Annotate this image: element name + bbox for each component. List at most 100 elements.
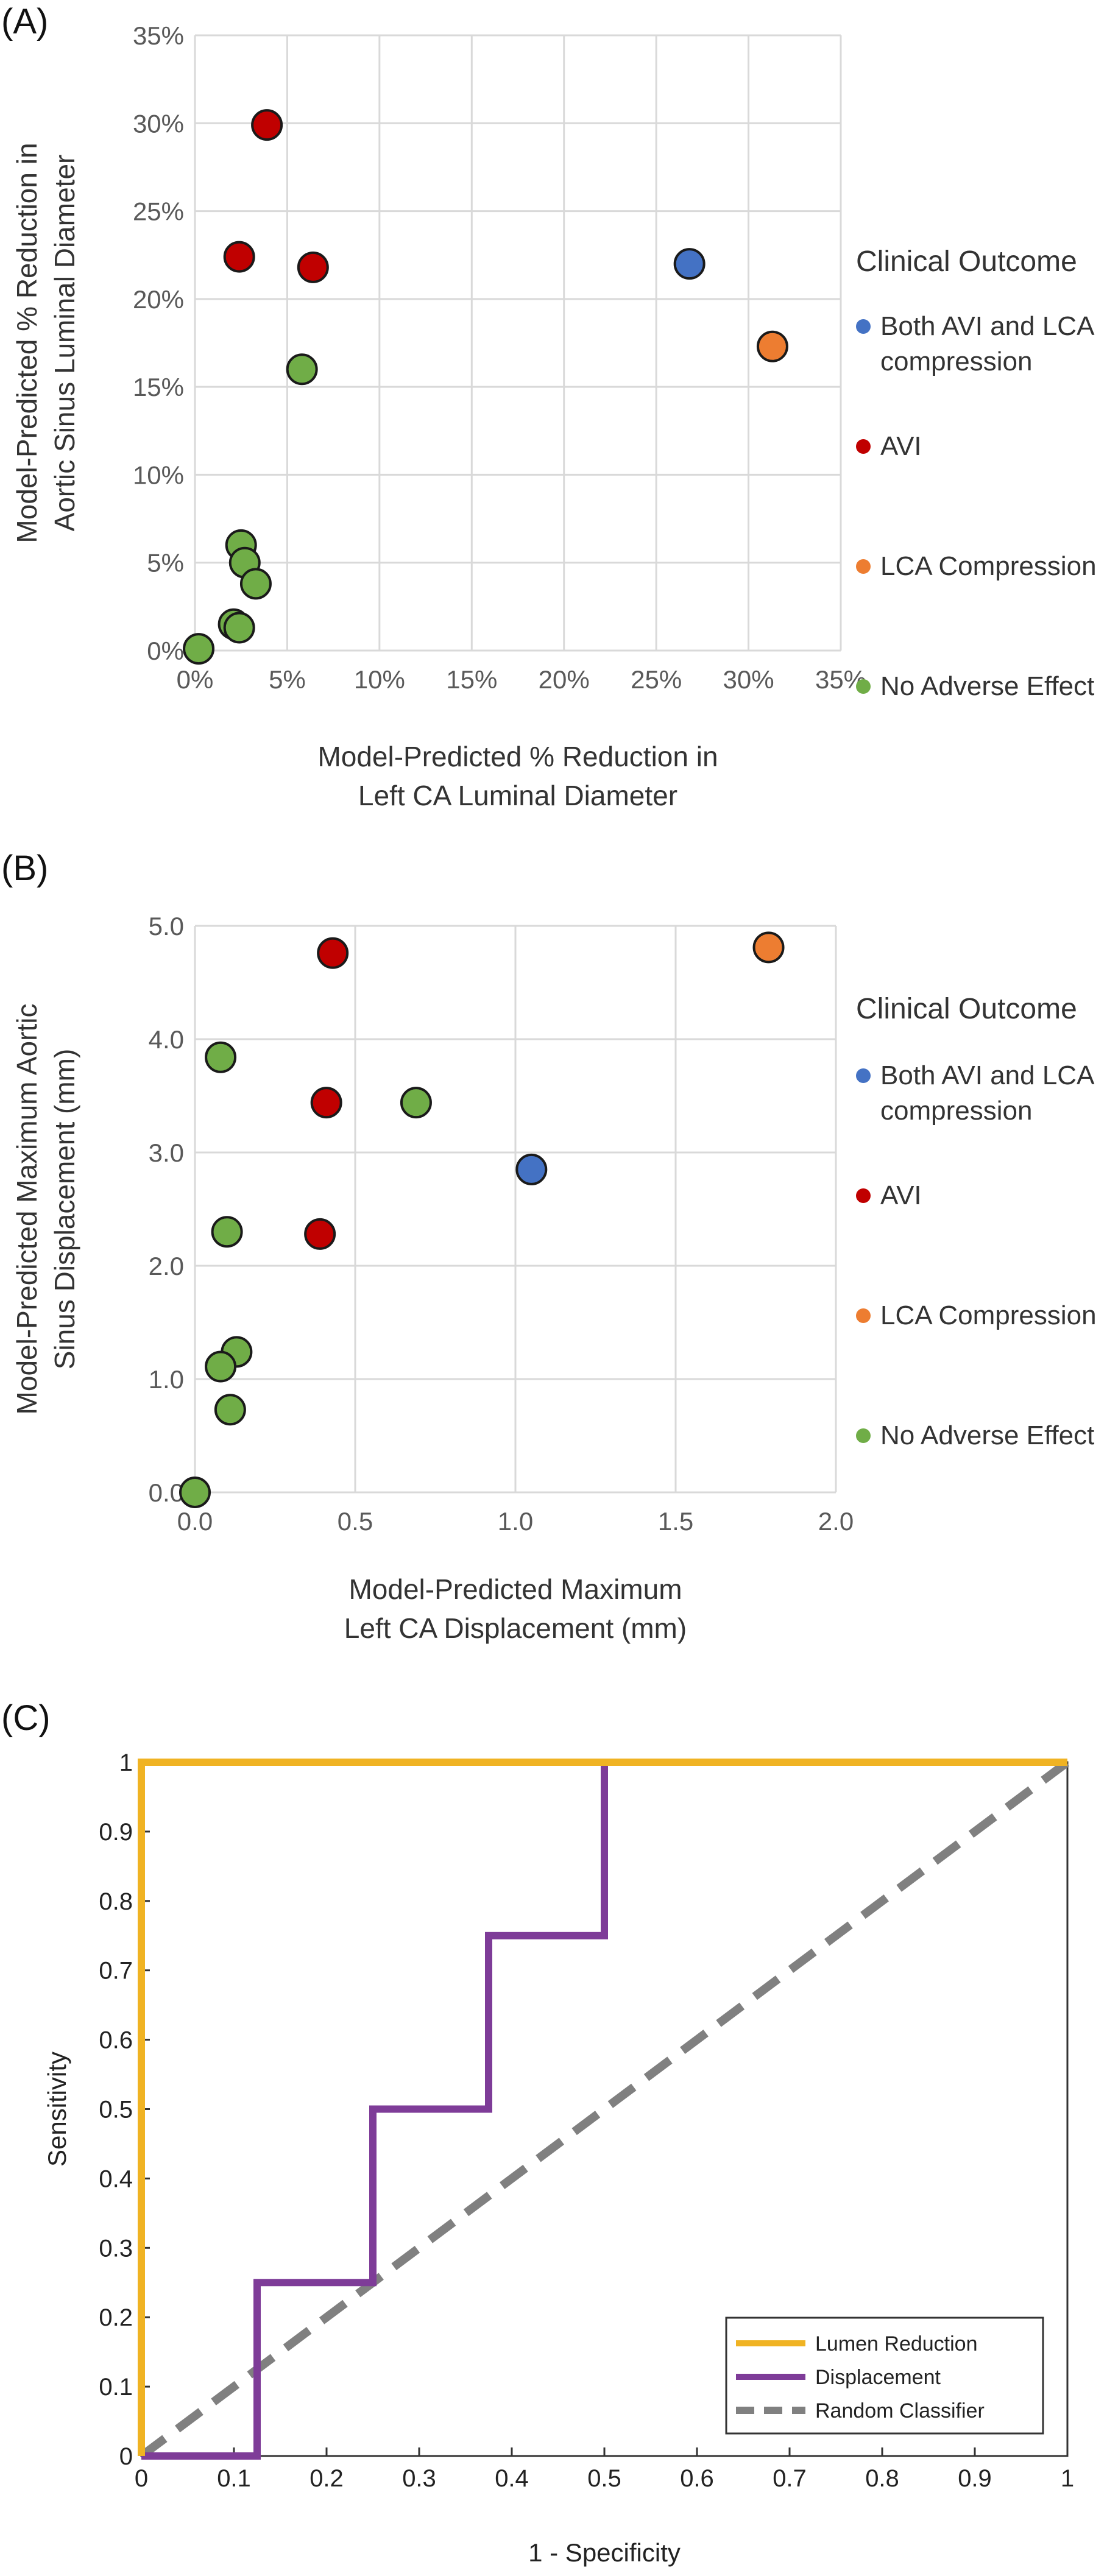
- y-tick-label: 0.3: [99, 2235, 133, 2262]
- legend-entry-label: LCA Compression: [880, 551, 1097, 581]
- x-tick-label: 0.1: [217, 2465, 251, 2492]
- y-tick-label: 0%: [147, 637, 184, 665]
- data-point: [752, 931, 785, 964]
- data-point: [183, 633, 215, 665]
- y-tick-label: 5%: [147, 549, 184, 577]
- x-axis-title: Model-Predicted Maximum: [348, 1573, 682, 1605]
- legend-entry-label: compression: [880, 347, 1032, 376]
- data-point: [214, 1394, 246, 1426]
- data-point: [304, 1218, 336, 1250]
- x-tick-label: 0.9: [958, 2465, 992, 2492]
- y-axis-title: Aortic Sinus Luminal Diameter: [49, 155, 80, 532]
- legend-entry-label: AVI: [880, 431, 922, 461]
- x-tick-label: 0.2: [309, 2465, 344, 2492]
- data-point: [297, 251, 329, 283]
- y-tick-label: 2.0: [149, 1252, 184, 1280]
- data-point: [673, 248, 706, 280]
- data-point: [223, 241, 255, 273]
- x-tick-label: 2.0: [818, 1507, 854, 1536]
- legend-marker: [856, 1308, 871, 1323]
- legend-entry-label: Random Classifier: [815, 2399, 985, 2422]
- data-point: [223, 612, 255, 644]
- series-line-displacement: [141, 1759, 1067, 2460]
- x-tick-label: 25%: [631, 665, 682, 694]
- x-tick-label: 0%: [177, 665, 214, 694]
- y-tick-label: 20%: [133, 285, 184, 314]
- x-tick-label: 15%: [446, 665, 497, 694]
- legend-marker: [856, 1188, 871, 1203]
- x-tick-label: 0.8: [865, 2465, 899, 2492]
- y-tick-label: 15%: [133, 373, 184, 401]
- legend-marker: [856, 439, 871, 454]
- y-axis-title: Sensitivity: [43, 2052, 71, 2167]
- y-tick-label: 1.0: [149, 1365, 184, 1394]
- x-tick-label: 0.3: [402, 2465, 436, 2492]
- data-point: [179, 1477, 211, 1508]
- y-tick-label: 10%: [133, 461, 184, 489]
- y-tick-label: 0.5: [99, 2097, 133, 2123]
- x-tick-label: 0.4: [495, 2465, 529, 2492]
- legend-entry-label: No Adverse Effect: [880, 671, 1094, 701]
- legend-entry-label: No Adverse Effect: [880, 1420, 1094, 1450]
- y-tick-label: 0.1: [99, 2374, 133, 2401]
- y-tick-label: 30%: [133, 109, 184, 138]
- x-axis-title: Left CA Displacement (mm): [344, 1612, 687, 1644]
- data-point: [286, 353, 318, 386]
- x-tick-label: 30%: [723, 665, 774, 694]
- x-tick-label: 5%: [269, 665, 306, 694]
- x-tick-label: 0.7: [773, 2465, 807, 2492]
- y-axis-title: Model-Predicted % Reduction in: [11, 143, 43, 543]
- y-tick-label: 5.0: [149, 912, 184, 940]
- x-tick-label: 1.5: [658, 1507, 693, 1536]
- panel-a-scatter-chart: (A) 0% 5% 10% 15% 20% 25% 30% 35% 0% 5% 10% 15% 20% 25…: [1, 2, 1097, 811]
- x-tick-label: 1.0: [498, 1507, 533, 1536]
- data-point: [239, 568, 272, 600]
- data-point: [400, 1087, 432, 1119]
- y-tick-label: 0.6: [99, 2027, 133, 2054]
- y-tick-label: 1: [119, 1749, 133, 1776]
- y-axis-title: Sinus Displacement (mm): [49, 1049, 80, 1370]
- y-tick-label: 0.7: [99, 1958, 133, 1985]
- y-tick-label: 0: [119, 2443, 133, 2470]
- y-tick-label: 3.0: [149, 1138, 184, 1167]
- legend-marker: [856, 1068, 871, 1083]
- y-tick-label: 4.0: [149, 1025, 184, 1054]
- x-axis-title: 1 - Specificity: [528, 2538, 681, 2567]
- y-tick-label: 25%: [133, 197, 184, 226]
- y-tick-label: 35%: [133, 21, 184, 50]
- legend-entry-label: compression: [880, 1096, 1032, 1126]
- data-point: [205, 1350, 237, 1383]
- series-line-random-classifier: [138, 1759, 1070, 2460]
- x-tick-label: 0: [135, 2465, 148, 2492]
- legend-title: Clinical Outcome: [856, 993, 1077, 1025]
- data-point: [756, 330, 788, 362]
- panel-b-scatter-chart: (B) 0.0 0.5 1.0 1.5 2.0 0.0 1.0 2.0 3.0 4.0 5.0 Mode…: [1, 849, 1097, 1644]
- x-tick-label: 1: [1061, 2465, 1074, 2492]
- panel-label: (B): [1, 849, 48, 888]
- legend-marker: [856, 319, 871, 334]
- y-tick-label: 0.2: [99, 2304, 133, 2331]
- y-tick-label: 0.8: [99, 1888, 133, 1915]
- panel-label: (C): [1, 1698, 51, 1738]
- y-tick-label: 0.9: [99, 1819, 133, 1846]
- legend-marker: [856, 1428, 871, 1443]
- legend-entry-label: Both AVI and LCA: [880, 1060, 1095, 1090]
- data-point: [317, 937, 349, 969]
- data-point: [251, 109, 283, 141]
- panel-label: (A): [1, 2, 48, 41]
- series-line-lumen-reduction: [138, 1759, 1067, 2456]
- x-axis-title: Left CA Luminal Diameter: [358, 780, 677, 811]
- x-tick-label: 0.5: [587, 2465, 621, 2492]
- data-point: [205, 1041, 237, 1073]
- data-point: [310, 1087, 342, 1119]
- data-point: [211, 1216, 243, 1248]
- legend-marker: [856, 559, 871, 574]
- legend-entry-label: Lumen Reduction: [815, 2332, 978, 2355]
- x-tick-label: 0.0: [177, 1507, 213, 1536]
- legend-entry-label: AVI: [880, 1180, 922, 1210]
- legend-marker: [856, 679, 871, 694]
- y-tick-label: 0.4: [99, 2165, 133, 2192]
- legend-entry-label: Displacement: [815, 2366, 941, 2389]
- legend-entry-label: Both AVI and LCA: [880, 311, 1095, 341]
